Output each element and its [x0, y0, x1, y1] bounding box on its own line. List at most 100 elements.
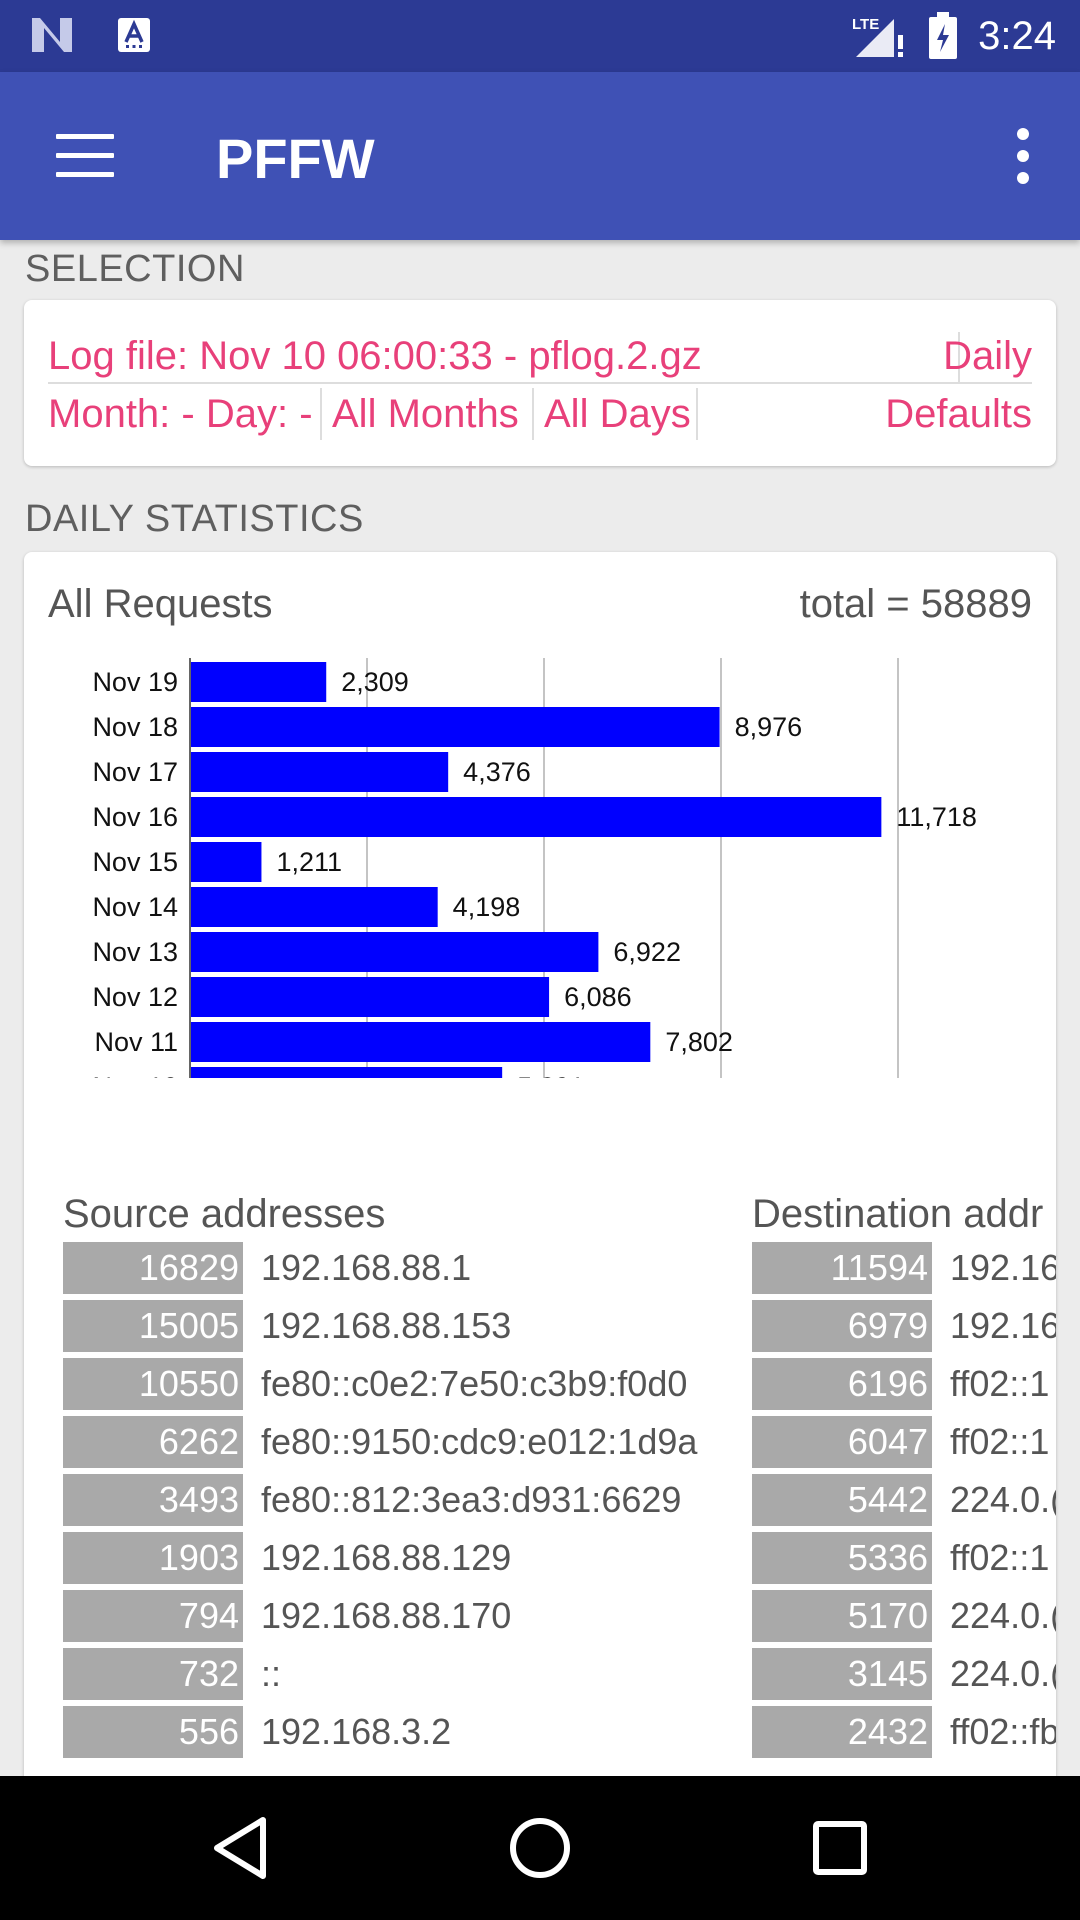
chart-category-label: Nov 11 [94, 1027, 178, 1057]
divider [696, 388, 698, 440]
chart-category-label: Nov 18 [92, 712, 178, 742]
row-count: 16829 [63, 1242, 243, 1294]
total-count: total = 58889 [799, 582, 1032, 626]
chart-bar [190, 797, 882, 837]
row-address[interactable]: 192.16 [950, 1247, 1056, 1288]
hamburger-menu-icon[interactable] [56, 134, 114, 178]
chart-bar [190, 842, 262, 882]
divider [532, 388, 534, 440]
table-row: 2432 ff02::fb [752, 1706, 1056, 1758]
destination-clip: Destination addr 11594 192.16 6979 192.16 61… [728, 552, 1056, 1920]
row-address[interactable]: :: [261, 1653, 282, 1694]
chart-value-label: 7,802 [665, 1027, 733, 1057]
log-file-link[interactable]: Log file: Nov 10 06:00:33 - pflog.2.gz [48, 333, 702, 378]
row-address[interactable]: 192.168.88.153 [261, 1305, 512, 1346]
chart-category-label: Nov 12 [92, 982, 178, 1012]
status-time: 3:24 [978, 13, 1056, 58]
chart-value-label: 2,309 [341, 667, 409, 697]
row-address[interactable]: ff02::1 [950, 1537, 1050, 1578]
navigation-bar [0, 1776, 1080, 1920]
row-count: 6196 [752, 1358, 932, 1410]
destination-addresses-title: Destination addr [752, 1192, 1044, 1236]
chart-title: All Requests [48, 582, 273, 626]
a-keyboard-icon [118, 18, 150, 52]
row-count: 15005 [63, 1300, 243, 1352]
row-count: 6262 [63, 1416, 243, 1468]
row-count: 1903 [63, 1532, 243, 1584]
row-count: 3145 [752, 1648, 932, 1700]
chart-bar [190, 752, 449, 792]
all-days-link[interactable]: All Days [544, 391, 691, 436]
chart-value-label: 4,198 [453, 892, 521, 922]
selection-row-logfile: Log file: Nov 10 06:00:33 - pflog.2.gz D… [48, 330, 1032, 384]
chart-value-label: 1,211 [276, 847, 342, 877]
daily-statistics-header: DAILY STATISTICS [25, 498, 364, 540]
row-address[interactable]: 224.0.( [950, 1479, 1056, 1520]
chart-category-label: Nov 17 [92, 757, 178, 787]
row-address[interactable]: 224.0.( [950, 1595, 1056, 1636]
chart-category-label: Nov 10 [92, 1072, 178, 1078]
selection-card: Log file: Nov 10 06:00:33 - pflog.2.gz D… [24, 300, 1056, 466]
row-address[interactable]: 224.0.( [950, 1653, 1056, 1694]
chart-bar [190, 1067, 503, 1078]
row-count: 5442 [752, 1474, 932, 1526]
all-months-link[interactable]: All Months [332, 391, 519, 436]
row-count: 556 [63, 1706, 243, 1758]
row-address[interactable]: fe80::c0e2:7e50:c3b9:f0d0 [261, 1363, 688, 1404]
selection-row-filters: Month: - Day: - All Months All Days Defa… [48, 386, 1032, 442]
daily-statistics-card: All Requests total = 58889 Nov 19 2,309 No… [24, 552, 1056, 1920]
destination-addresses-table: 11594 192.16 6979 192.16 6196 ff02::1 6047 ff02… [752, 1242, 1056, 1758]
row-address[interactable]: ff02::fb [950, 1711, 1056, 1752]
chart-value-label: 5,291 [517, 1072, 585, 1078]
chart-category-label: Nov 19 [92, 667, 178, 697]
row-count: 794 [63, 1590, 243, 1642]
row-address[interactable]: fe80::9150:cdc9:e012:1d9a [261, 1421, 698, 1462]
chart-bar [190, 1022, 651, 1062]
home-icon[interactable] [504, 1812, 576, 1884]
defaults-link[interactable]: Defaults [885, 391, 1032, 436]
row-address[interactable]: 192.168.88.170 [261, 1595, 512, 1636]
row-address[interactable]: 192.168.88.129 [261, 1537, 512, 1578]
row-address[interactable]: ff02::1 [950, 1421, 1050, 1462]
row-count: 5170 [752, 1590, 932, 1642]
chart-bar [190, 662, 327, 702]
table-row: 10550 fe80::c0e2:7e50:c3b9:f0d0 [63, 1358, 743, 1410]
table-row: 6979 192.16 [752, 1300, 1056, 1352]
table-row: 556 192.168.3.2 [63, 1706, 743, 1758]
status-right-icons: LTE 3:24 [852, 10, 1056, 62]
divider [958, 332, 960, 384]
table-row: 732:: [63, 1648, 743, 1700]
row-count: 6979 [752, 1300, 932, 1352]
daily-link[interactable]: Daily [943, 333, 1032, 378]
daily-requests-bar-chart: Nov 19 2,309 Nov 18 8,976 Nov 17 4,376 Nov 16 1… [92, 658, 977, 1078]
chart-category-label: Nov 16 [92, 802, 178, 832]
table-row: 794 192.168.88.170 [63, 1590, 743, 1642]
row-count: 3493 [63, 1474, 243, 1526]
selection-header: SELECTION [25, 248, 245, 290]
row-address[interactable]: 192.168.3.2 [261, 1711, 452, 1752]
row-count: 11594 [752, 1242, 932, 1294]
table-row: 15005 192.168.88.153 [63, 1300, 743, 1352]
table-row: 6047 ff02::1 [752, 1416, 1056, 1468]
table-row: 5442 224.0.( [752, 1474, 1056, 1526]
chart-category-label: Nov 15 [92, 847, 178, 877]
chart-bar [190, 887, 438, 927]
chart-category-label: Nov 14 [92, 892, 178, 922]
chart-bar [190, 932, 599, 972]
chart-category-label: Nov 13 [92, 937, 178, 967]
row-address[interactable]: ff02::1 [950, 1363, 1050, 1404]
app-bar: PFFW [0, 72, 1080, 240]
recents-icon[interactable] [804, 1812, 876, 1884]
battery-icon [929, 12, 958, 59]
row-address[interactable]: fe80::812:3ea3:d931:6629 [261, 1479, 682, 1520]
status-bar: LTE 3:24 [0, 0, 1080, 72]
more-vert-icon[interactable] [1008, 128, 1038, 184]
row-address[interactable]: 192.168.88.1 [261, 1247, 472, 1288]
chart-bar [190, 707, 720, 747]
table-row: 3145 224.0.( [752, 1648, 1056, 1700]
table-row: 16829 192.168.88.1 [63, 1242, 743, 1294]
month-day-label: Month: - Day: - [48, 391, 313, 436]
back-icon[interactable] [205, 1812, 277, 1884]
row-address[interactable]: 192.16 [950, 1305, 1056, 1346]
table-row: 3493 fe80::812:3ea3:d931:6629 [63, 1474, 743, 1526]
